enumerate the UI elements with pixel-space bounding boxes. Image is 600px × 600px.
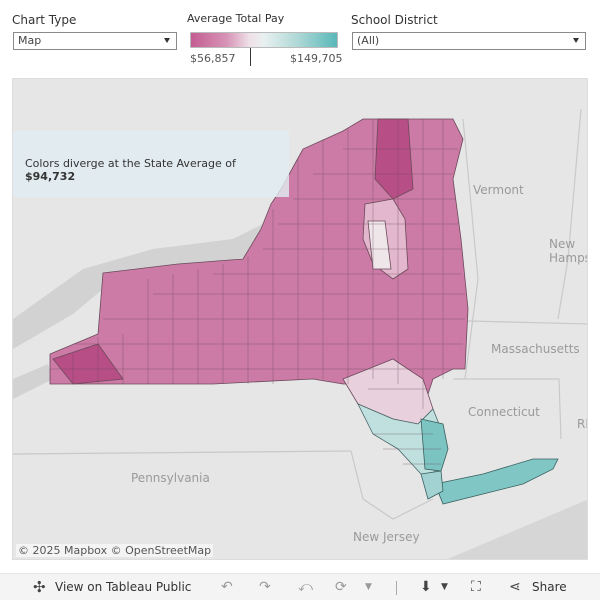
state-average-annotation: Colors diverge at the State Average of $… (13, 131, 289, 197)
legend-min-label: $56,857 (190, 52, 236, 65)
legend-average-marker (250, 48, 251, 66)
map-label-new-hampshire: New Hamps (549, 237, 588, 265)
refresh-icon[interactable]: ⟳ (335, 579, 347, 595)
school-district-select[interactable]: (All) (352, 32, 586, 50)
fullscreen-icon[interactable]: ⛶ (471, 579, 481, 595)
tableau-icon: ✣ (33, 578, 46, 596)
map-canvas (13, 108, 587, 559)
annotation-value: $94,732 (25, 170, 76, 183)
toolbar-divider (396, 581, 397, 595)
chart-type-label: Chart Type (12, 13, 77, 27)
chevron-down-icon[interactable]: ▼ (441, 582, 448, 592)
color-legend-bar (190, 32, 338, 48)
school-district-label: School District (351, 13, 438, 27)
legend-max-label: $149,705 (290, 52, 343, 65)
revert-icon[interactable]: ⤺ (298, 579, 313, 595)
map-label-pennsylvania: Pennsylvania (131, 471, 210, 485)
district-map[interactable]: Colors diverge at the State Average of $… (12, 78, 588, 560)
view-on-tableau-public-link[interactable]: View on Tableau Public (55, 580, 192, 594)
map-attribution[interactable]: © 2025 Mapbox © OpenStreetMap (16, 544, 214, 557)
chevron-down-icon[interactable]: ▼ (365, 582, 372, 592)
chart-type-select[interactable]: Map (13, 32, 177, 50)
legend-title: Average Total Pay (187, 12, 285, 25)
map-label-rhode-island: RI (577, 417, 588, 431)
map-label-connecticut: Connecticut (468, 405, 540, 419)
lake-erie (13, 364, 53, 399)
share-icon[interactable]: ⋖ (509, 579, 521, 595)
annotation-text: Colors diverge at the State Average of (25, 157, 236, 170)
school-district-value: (All) (357, 34, 380, 47)
map-label-massachusetts: Massachusetts (491, 342, 580, 356)
map-label-vermont: Vermont (473, 183, 524, 197)
state-borders (13, 108, 587, 520)
undo-icon[interactable]: ↶ (221, 579, 233, 595)
chevron-down-icon (573, 38, 579, 43)
new-york-state (49, 118, 559, 505)
share-button[interactable]: Share (532, 580, 567, 594)
tableau-toolbar: ✣ View on Tableau Public ↶ ↷ ⤺ ⟳ ▼ ⬇ ▼ ⛶… (0, 573, 600, 600)
atlantic-ocean (447, 499, 587, 559)
chart-type-value: Map (18, 34, 42, 47)
chevron-down-icon (164, 38, 170, 43)
redo-icon[interactable]: ↷ (259, 579, 271, 595)
download-icon[interactable]: ⬇ (420, 579, 432, 595)
map-label-new-jersey: New Jersey (353, 530, 420, 544)
